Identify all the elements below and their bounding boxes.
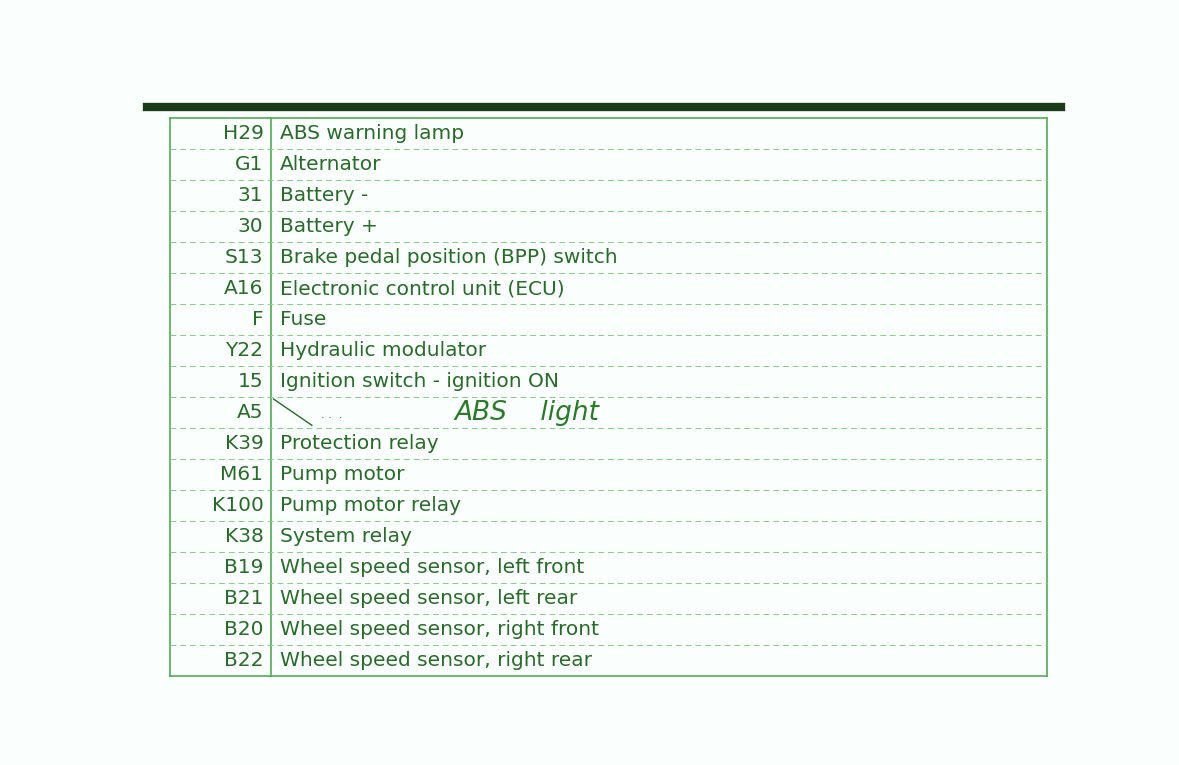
Text: K100: K100 [211, 496, 263, 515]
Text: . .  .: . . . [321, 410, 342, 420]
Text: 31: 31 [238, 187, 263, 205]
Text: B19: B19 [224, 558, 263, 577]
Text: Fuse: Fuse [279, 311, 327, 329]
Text: ABS warning lamp: ABS warning lamp [279, 124, 465, 143]
Text: System relay: System relay [279, 527, 411, 546]
Text: Wheel speed sensor, left front: Wheel speed sensor, left front [279, 558, 584, 577]
Text: Battery +: Battery + [279, 217, 377, 236]
Text: K39: K39 [225, 435, 263, 453]
Text: F: F [252, 311, 263, 329]
Text: A16: A16 [224, 279, 263, 298]
Text: Y22: Y22 [225, 341, 263, 360]
Text: G1: G1 [235, 155, 263, 174]
Text: 15: 15 [238, 373, 263, 391]
Text: Battery -: Battery - [279, 187, 368, 205]
Text: ABS    light: ABS light [454, 400, 599, 425]
Text: B22: B22 [224, 651, 263, 670]
Text: Pump motor: Pump motor [279, 465, 404, 484]
Text: Wheel speed sensor, right front: Wheel speed sensor, right front [279, 620, 599, 639]
Text: Electronic control unit (ECU): Electronic control unit (ECU) [279, 279, 565, 298]
Text: M61: M61 [220, 465, 263, 484]
Text: K38: K38 [224, 527, 263, 546]
Text: Pump motor relay: Pump motor relay [279, 496, 461, 515]
Text: Wheel speed sensor, left rear: Wheel speed sensor, left rear [279, 589, 577, 608]
Text: Protection relay: Protection relay [279, 435, 439, 453]
Text: S13: S13 [225, 249, 263, 267]
Text: B20: B20 [224, 620, 263, 639]
Text: 30: 30 [238, 217, 263, 236]
Text: Alternator: Alternator [279, 155, 381, 174]
Text: B21: B21 [224, 589, 263, 608]
Text: Wheel speed sensor, right rear: Wheel speed sensor, right rear [279, 651, 592, 670]
Text: H29: H29 [223, 124, 263, 143]
Text: Brake pedal position (BPP) switch: Brake pedal position (BPP) switch [279, 249, 618, 267]
Text: Ignition switch - ignition ON: Ignition switch - ignition ON [279, 373, 559, 391]
Text: Hydraulic modulator: Hydraulic modulator [279, 341, 486, 360]
Text: A5: A5 [237, 403, 263, 422]
